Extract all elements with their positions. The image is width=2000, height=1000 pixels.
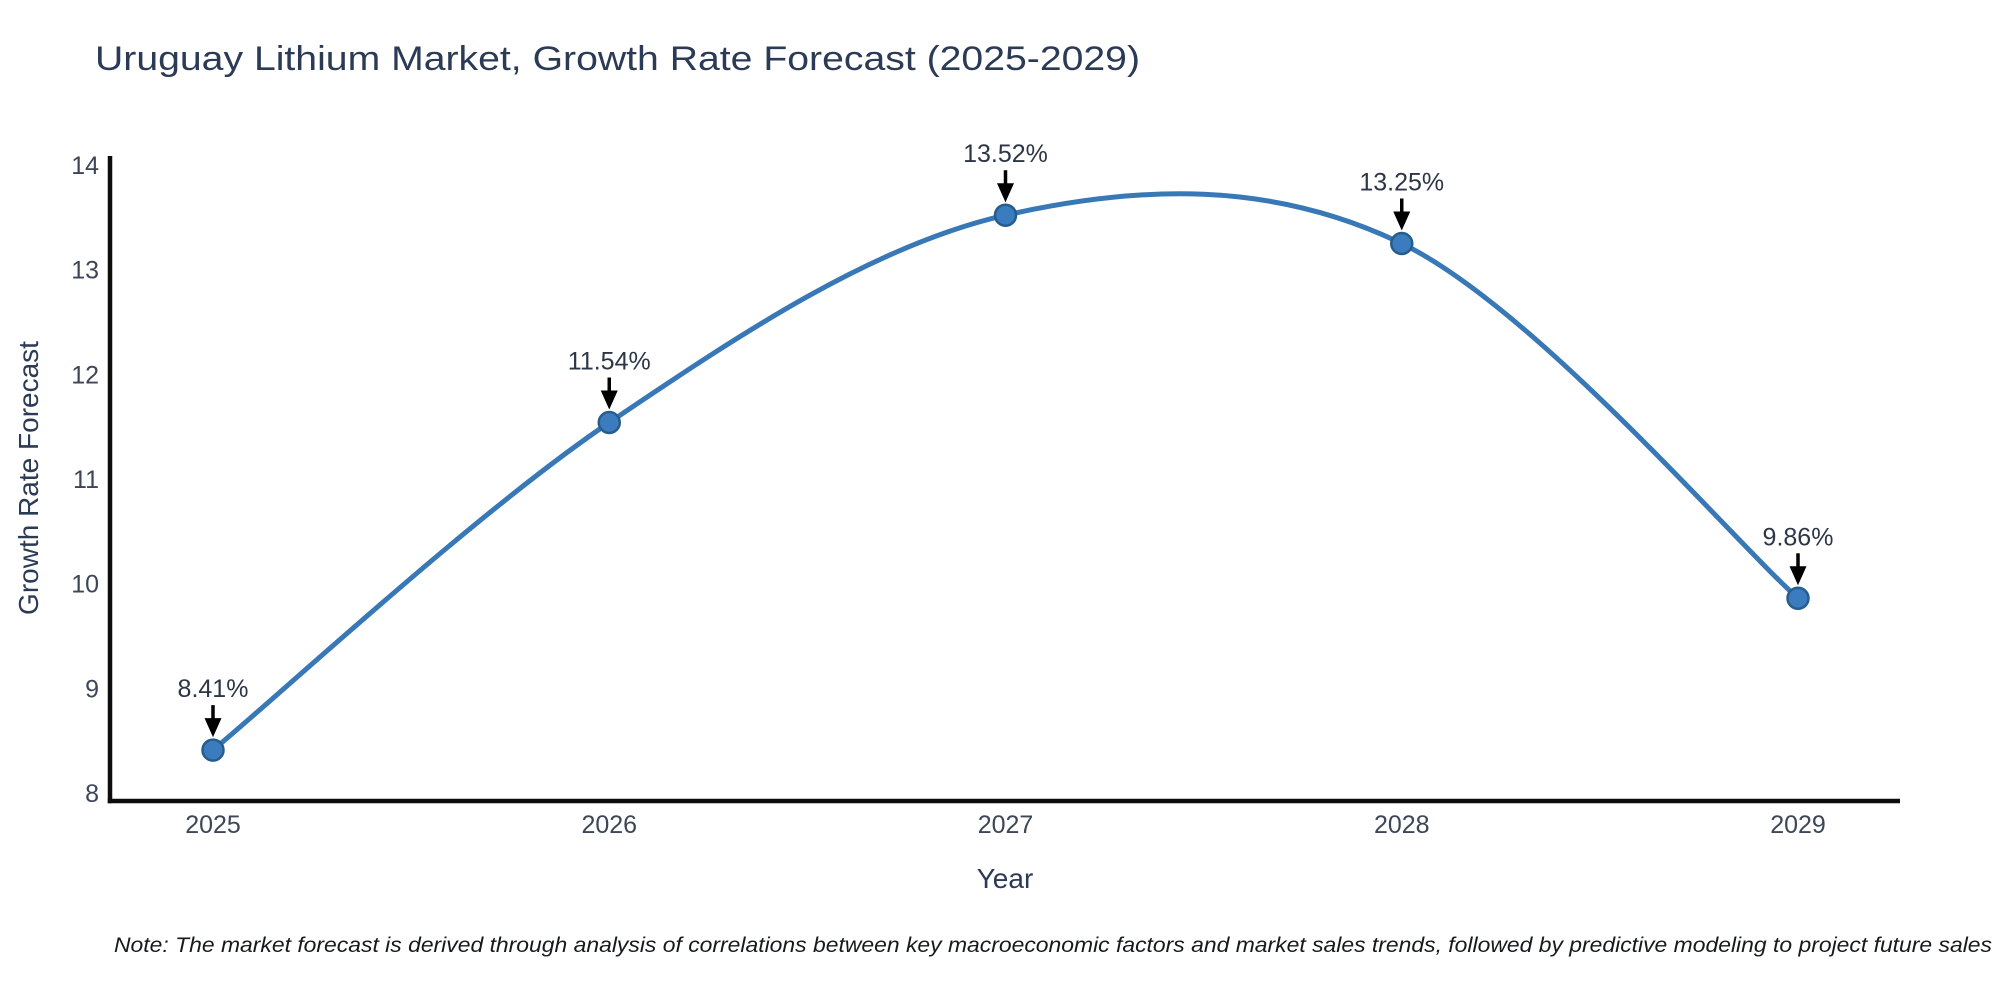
y-tick-label: 9	[85, 675, 99, 703]
y-tick-label: 14	[71, 152, 99, 180]
axes-layer: 8 9 10 11 12 13 14 2025 2026 2027 2028 2029	[71, 152, 1900, 839]
data-point-marker	[201, 738, 225, 762]
y-tick-label: 10	[71, 571, 99, 599]
line-series	[210, 191, 1801, 753]
footnote: Note: The market forecast is derived thr…	[114, 934, 1993, 957]
y-tick-label: 13	[71, 257, 99, 285]
annotation-label: 8.41%	[178, 675, 249, 703]
annotation-label: 11.54%	[568, 348, 651, 376]
x-tick-label: 2029	[1770, 811, 1826, 839]
x-tick-label: 2028	[1374, 811, 1430, 839]
chart-title: Uruguay Lithium Market, Growth Rate Fore…	[95, 40, 1140, 78]
data-point-marker	[993, 203, 1018, 227]
data-point-marker	[1390, 231, 1414, 256]
x-tick-label: 2025	[185, 811, 241, 839]
annotation-label: 9.86%	[1763, 523, 1834, 551]
annotation-arrowhead	[600, 390, 618, 410]
y-tick-label: 8	[85, 780, 99, 808]
y-tick-label: 11	[73, 466, 99, 494]
x-tick-label: 2027	[978, 811, 1034, 839]
annotations-layer: 8.41% 11.54% 13.52% 13.25% 9.86%	[178, 140, 1834, 738]
y-axis-title: Growth Rate Forecast	[13, 341, 44, 615]
data-point-marker	[597, 410, 621, 435]
y-tick-label: 12	[71, 361, 99, 389]
annotation-label: 13.25%	[1359, 169, 1444, 197]
x-tick-label: 2026	[581, 811, 637, 839]
annotation-label: 13.52%	[963, 140, 1048, 168]
annotation-arrowhead	[1393, 211, 1411, 231]
annotation-arrowhead	[997, 183, 1014, 203]
annotation-arrowhead	[1789, 566, 1807, 586]
annotation-arrowhead	[204, 718, 222, 738]
series-layer	[201, 191, 1810, 762]
x-axis-title: Year	[977, 863, 1034, 894]
data-point-marker	[1786, 586, 1810, 611]
